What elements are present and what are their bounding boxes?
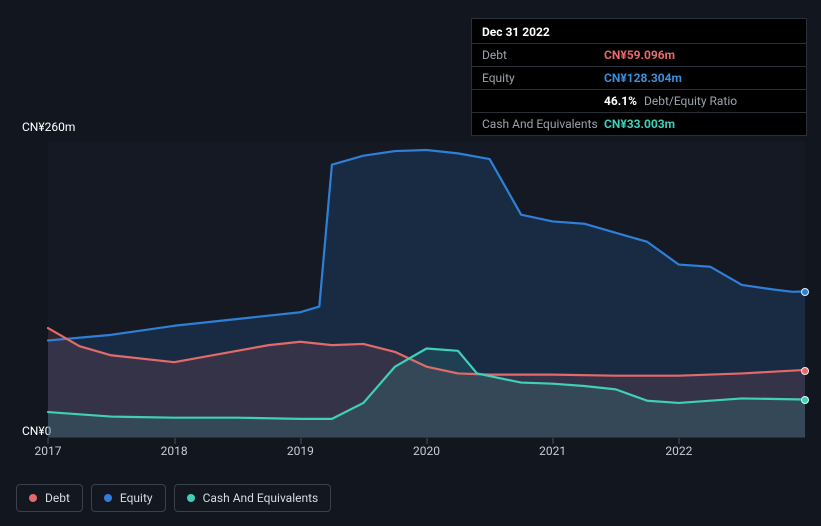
tooltip-row-value: CN¥33.003m	[604, 117, 675, 131]
series-endpoint-equity	[801, 288, 809, 296]
tooltip-row-label	[482, 94, 604, 108]
tooltip-row: EquityCN¥128.304m	[472, 67, 806, 90]
hover-tooltip: Dec 31 2022 DebtCN¥59.096mEquityCN¥128.3…	[471, 18, 807, 136]
tooltip-row-value: CN¥59.096m	[604, 48, 675, 62]
x-axis: 201720182019202020212022	[48, 442, 805, 462]
tooltip-row: 46.1% Debt/Equity Ratio	[472, 90, 806, 113]
series-endpoint-cash-and-equivalents	[801, 396, 809, 404]
chart-area: CN¥260m CN¥0 2017 2018 2019 2020 2021 2022	[16, 120, 805, 480]
y-axis-top-label: CN¥260m	[22, 120, 75, 134]
tooltip-row-suffix: Debt/Equity Ratio	[641, 94, 737, 108]
tooltip-row-label: Cash And Equivalents	[482, 117, 604, 131]
x-axis-tick: 2020	[413, 444, 440, 458]
legend-item-cash-and-equivalents[interactable]: Cash And Equivalents	[174, 484, 332, 512]
x-axis-tick: 2022	[665, 444, 692, 458]
x-axis-tick: 2019	[287, 444, 314, 458]
legend-dot-icon	[29, 494, 37, 502]
x-axis-tick: 2021	[539, 444, 566, 458]
legend-item-label: Cash And Equivalents	[203, 491, 319, 505]
plot-region[interactable]	[48, 142, 805, 438]
x-axis-tick: 2017	[35, 444, 62, 458]
legend-item-equity[interactable]: Equity	[91, 484, 166, 512]
tooltip-row-label: Debt	[482, 48, 604, 62]
series-endpoint-debt	[801, 367, 809, 375]
chart-container: Dec 31 2022 DebtCN¥59.096mEquityCN¥128.3…	[0, 0, 821, 526]
legend-item-label: Equity	[120, 491, 153, 505]
tooltip-row-label: Equity	[482, 71, 604, 85]
legend-item-label: Debt	[45, 491, 70, 505]
tooltip-row: DebtCN¥59.096m	[472, 44, 806, 67]
x-axis-tick: 2018	[161, 444, 188, 458]
legend-dot-icon	[187, 494, 195, 502]
legend-item-debt[interactable]: Debt	[16, 484, 83, 512]
tooltip-title: Dec 31 2022	[472, 19, 806, 44]
legend: Debt Equity Cash And Equivalents	[16, 484, 331, 512]
legend-dot-icon	[104, 494, 112, 502]
y-axis-bottom-label: CN¥0	[22, 424, 51, 438]
tooltip-row-value: CN¥128.304m	[604, 71, 682, 85]
tooltip-row: Cash And EquivalentsCN¥33.003m	[472, 113, 806, 135]
plot-svg	[48, 142, 805, 437]
tooltip-row-value: 46.1% Debt/Equity Ratio	[604, 94, 737, 108]
